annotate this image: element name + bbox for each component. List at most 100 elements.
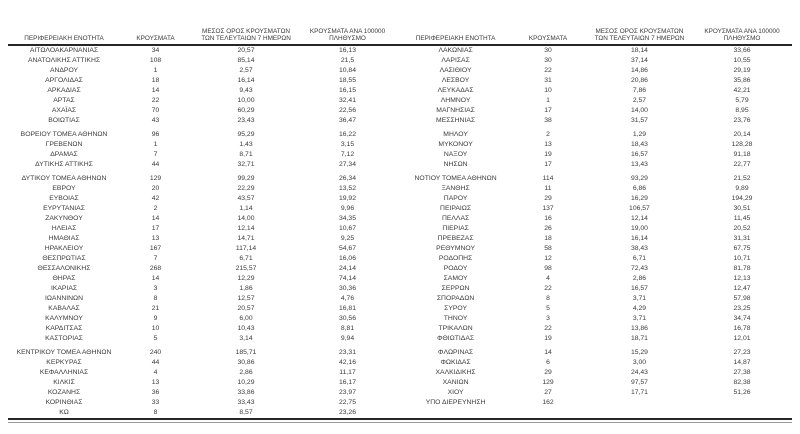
per100k-cell: 23,97 (338, 389, 356, 396)
cases-cell: 44 (151, 161, 160, 168)
region-name-cell: ΥΠΟ ΔΙΕΡΕΥΝΗΣΗ (425, 399, 486, 406)
avg7-cell: 8,57 (239, 409, 253, 416)
avg7-cell: 43,57 (237, 195, 255, 202)
table-body-left: ΑΙΤΩΛΟΑΚΑΡΝΑΝΙΑΣ 34 20,57 16,13 ΑΝΑΤΟΛΙΚΗΣ Α… (8, 46, 394, 418)
cases-cell: 1 (153, 141, 158, 148)
cases-cell: 10 (151, 325, 160, 332)
per100k-cell: 42,21 (733, 87, 751, 94)
avg7-cell: 10,43 (237, 325, 255, 332)
table-row: ΤΡΙΚΑΛΩΝ 22 13,86 16,78 (399, 324, 789, 334)
region-name-cell: ΚΩ (59, 409, 69, 416)
region-name-cell: ΠΡΕΒΕΖΑΣ (437, 235, 474, 242)
header-avg7-label-line2: ΤΩΝ ΤΕΛΕΥΤΑΙΩΝ 7 ΗΜΕΡΩΝ (594, 35, 685, 43)
cases-cell: 43 (151, 117, 160, 124)
cases-cell: 129 (542, 379, 554, 386)
per100k-cell: 74,14 (338, 275, 356, 282)
table-row: ΠΕΛΛΑΣ 16 12,14 11,45 (399, 214, 789, 224)
cases-cell: 4 (153, 369, 158, 376)
avg7-cell: 20,57 (237, 305, 255, 312)
avg7-cell: 1,14 (239, 205, 253, 212)
per100k-cell: 12,13 (733, 275, 751, 282)
region-name-cell: ΕΥΡΥΤΑΝΙΑΣ (43, 205, 85, 212)
header-avg7: ΜΕΣΟΣ ΟΡΟΣ ΚΡΟΥΣΜΑΤΩΝ ΤΩΝ ΤΕΛΕΥΤΑΙΩΝ 7 Η… (584, 16, 695, 46)
per100k-cell: 31,31 (733, 235, 751, 242)
per100k-cell: 20,14 (733, 131, 751, 138)
region-name-cell: ΣΑΜΟΥ (443, 275, 468, 282)
cases-cell: 6 (546, 359, 550, 366)
per100k-cell: 13,52 (338, 185, 356, 192)
cases-cell: 22 (151, 97, 160, 104)
per100k-cell: 3,15 (340, 141, 355, 148)
per100k-cell: 8,95 (735, 107, 749, 114)
table-row: ΙΩΑΝΝΙΝΩΝ 8 12,57 4,76 (8, 294, 394, 304)
regional-cases-table-right: ΠΕΡΙΦΕΡΕΙΑΚΗ ΕΝΟΤΗΤΑ ΚΡΟΥΣΜΑΤΑ ΜΕΣΟΣ ΟΡΟ… (399, 16, 789, 408)
per100k-cell: 7,12 (340, 151, 355, 158)
per100k-cell: 14,87 (733, 359, 751, 366)
table-row: ΒΟΡΕΙΟΥ ΤΟΜΕΑ ΑΘΗΝΩΝ 96 95,29 16,22 (8, 130, 394, 140)
cases-cell: 129 (149, 175, 162, 182)
region-name-cell: ΡΟΔΟΠΗΣ (438, 255, 473, 262)
cases-cell: 18 (544, 235, 552, 242)
avg7-cell: 23,43 (237, 117, 255, 124)
avg7-cell: 10,29 (237, 379, 255, 386)
per100k-cell: 10,67 (338, 225, 356, 232)
header-divider-rule (8, 44, 792, 46)
region-name-cell: ΦΩΚΙΔΑΣ (440, 359, 471, 366)
avg7-cell: 15,29 (630, 349, 648, 356)
table-row: ΚΕΦΑΛΛΗΝΙΑΣ 4 2,86 11,17 (8, 368, 394, 378)
avg7-cell: 16,57 (630, 151, 648, 158)
table-row: ΛΑΡΙΣΑΣ 30 37,14 10,55 (399, 56, 789, 66)
region-name-cell: ΛΑΚΩΝΙΑΣ (438, 47, 473, 54)
region-name-cell: ΣΥΡΟΥ (444, 305, 468, 312)
table-row: ΖΑΚΥΝΘΟΥ 14 14,00 34,35 (8, 214, 394, 224)
region-name-cell: ΚΑΒΑΛΑΣ (48, 305, 80, 312)
per100k-cell: 26,34 (338, 175, 356, 182)
per100k-cell: 8,81 (340, 325, 355, 332)
header-cases-label: ΚΡΟΥΣΜΑΤΑ (528, 35, 568, 43)
avg7-cell: 14,00 (630, 107, 648, 114)
region-name-cell: ΗΡΑΚΛΕΙΟΥ (44, 245, 84, 252)
per100k-cell: 36,47 (338, 117, 356, 124)
header-per100k-label-line2: ΠΛΗΘΥΣΜΟ (723, 35, 761, 43)
avg7-cell: 12,57 (237, 295, 255, 302)
cases-cell: 240 (149, 349, 162, 356)
cases-cell: 18 (151, 77, 160, 84)
avg7-cell: 20,86 (630, 77, 648, 84)
cases-cell: 31 (544, 77, 552, 84)
header-per100k-label-line1: ΚΡΟΥΣΜΑΤΑ ΑΝΑ 100000 (309, 27, 386, 35)
region-name-cell: ΙΩΑΝΝΙΝΩΝ (44, 295, 84, 302)
avg7-cell: 6,71 (239, 255, 253, 262)
table-row: ΝΟΤΙΟΥ ΤΟΜΕΑ ΑΘΗΝΩΝ 114 93,29 21,52 (399, 174, 789, 184)
per100k-cell: 32,41 (338, 97, 356, 104)
cases-cell: 29 (544, 195, 552, 202)
table-row: ΘΗΡΑΣ 14 12,29 74,14 (8, 274, 394, 284)
avg7-cell: 185,71 (235, 349, 257, 356)
header-row: ΠΕΡΙΦΕΡΕΙΑΚΗ ΕΝΟΤΗΤΑ ΚΡΟΥΣΜΑΤΑ ΜΕΣΟΣ ΟΡΟ… (8, 16, 394, 46)
region-name-cell: ΑΡΤΑΣ (53, 97, 75, 104)
cases-cell: 162 (542, 399, 554, 406)
avg7-cell: 3,00 (632, 359, 647, 366)
region-name-cell: ΜΑΓΝΗΣΙΑΣ (436, 107, 475, 114)
avg7-cell: 3,14 (239, 335, 253, 342)
cases-cell: 137 (542, 205, 554, 212)
header-cases: ΚΡΟΥΣΜΑΤΑ (512, 16, 584, 46)
cases-cell: 11 (544, 185, 552, 192)
avg7-cell: 13,43 (630, 161, 648, 168)
avg7-cell: 6,71 (632, 255, 647, 262)
per100k-cell: 9,96 (340, 205, 355, 212)
table-row: ΚΕΝΤΡΙΚΟΥ ΤΟΜΕΑ ΑΘΗΝΩΝ 240 185,71 23,31 (8, 348, 394, 358)
cases-cell: 8 (546, 295, 550, 302)
per100k-cell: 16,13 (338, 47, 356, 54)
avg7-cell: 32,71 (237, 161, 255, 168)
cases-cell: 10 (544, 87, 552, 94)
region-name-cell: ΓΡΕΒΕΝΩΝ (45, 141, 83, 148)
per100k-cell: 19,92 (338, 195, 356, 202)
avg7-cell: 1,86 (239, 285, 253, 292)
region-name-cell: ΠΕΛΛΑΣ (441, 215, 470, 222)
cases-cell: 20 (151, 185, 160, 192)
avg7-cell: 2,86 (239, 369, 253, 376)
per100k-cell: 23,26 (338, 409, 356, 416)
table-row: ΞΑΝΘΗΣ 11 6,86 9,89 (399, 184, 789, 194)
header-per100k: ΚΡΟΥΣΜΑΤΑ ΑΝΑ 100000 ΠΛΗΘΥΣΜΟ (301, 16, 394, 46)
table-row: ΠΡΕΒΕΖΑΣ 18 16,14 31,31 (399, 234, 789, 244)
